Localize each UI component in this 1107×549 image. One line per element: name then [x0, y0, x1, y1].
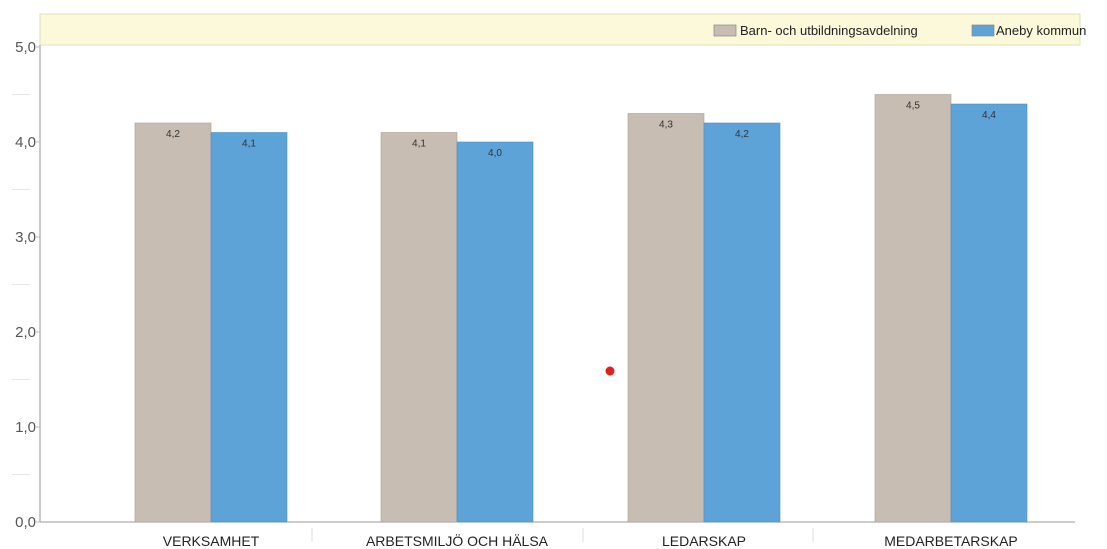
bar	[703, 122, 781, 523]
bar	[380, 132, 458, 523]
bar	[627, 113, 705, 523]
bar	[210, 132, 288, 523]
y-tick-label: 2,0	[15, 324, 36, 341]
category-label: VERKSAMHET	[163, 533, 260, 549]
legend-swatch	[713, 24, 737, 37]
y-tick-label: 3,0	[15, 229, 36, 246]
data-label: 4,1	[412, 139, 426, 150]
y-tick-label: 4,0	[15, 134, 36, 151]
legend-box	[39, 13, 1081, 46]
legend-label: Aneby kommun	[996, 23, 1086, 38]
y-tick-label: 5,0	[15, 39, 36, 56]
data-label: 4,5	[906, 101, 920, 112]
bars: 4,2 4,1 4,1 4,0 4,3 4,2 4,5 4,4	[134, 94, 1028, 523]
bar	[456, 141, 534, 523]
bar	[134, 122, 212, 523]
x-axis: VERKSAMHET ARBETSMILJÖ OCH HÄLSA LEDARSKAP…	[163, 528, 1018, 549]
bar	[874, 94, 952, 523]
data-label: 4,2	[166, 129, 180, 140]
category-label: LEDARSKAP	[662, 533, 746, 549]
annotation-dot	[605, 366, 615, 376]
data-label: 4,3	[659, 120, 673, 131]
category-label: MEDARBETARSKAP	[884, 533, 1018, 549]
legend-swatch	[971, 24, 995, 37]
bar	[950, 103, 1028, 523]
legend-label: Barn- och utbildningsavdelning	[740, 23, 918, 38]
legend: Barn- och utbildningsavdelning Aneby komm…	[39, 13, 1086, 46]
data-label: 4,0	[488, 148, 502, 159]
category-label: ARBETSMILJÖ OCH HÄLSA	[366, 532, 549, 549]
data-label: 4,1	[242, 139, 256, 150]
data-label: 4,4	[982, 110, 996, 121]
y-tick-label: 0,0	[15, 514, 36, 531]
data-label: 4,2	[735, 129, 749, 140]
y-tick-label: 1,0	[15, 419, 36, 436]
